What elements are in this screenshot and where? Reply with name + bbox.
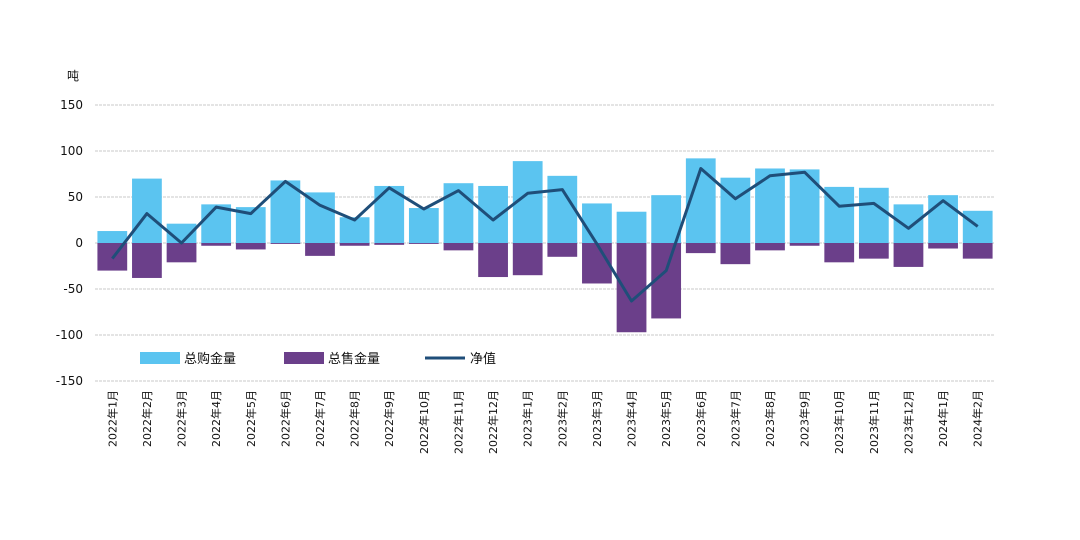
legend-swatch-sell bbox=[284, 352, 324, 364]
legend-label-buy: 总购金量 bbox=[184, 351, 236, 367]
bar-buy bbox=[858, 187, 889, 243]
x-tick-label: 2023年9月 bbox=[798, 390, 812, 447]
x-tick-label: 2022年10月 bbox=[417, 390, 431, 454]
x-tick-label: 2022年6月 bbox=[278, 390, 292, 447]
x-tick-label: 2022年12月 bbox=[486, 390, 500, 454]
bar-sell bbox=[685, 243, 716, 254]
x-tick-label: 2022年1月 bbox=[105, 390, 119, 447]
bar-sell bbox=[235, 243, 266, 250]
bar-buy bbox=[339, 217, 370, 243]
x-tick-label: 2022年7月 bbox=[313, 390, 327, 447]
bar-sell bbox=[443, 243, 474, 251]
net-line bbox=[111, 167, 979, 303]
bar-sell bbox=[720, 243, 751, 265]
y-tick-label: 50 bbox=[68, 190, 83, 204]
x-tick-label: 2022年5月 bbox=[244, 390, 258, 447]
x-tick-label: 2023年11月 bbox=[867, 390, 881, 454]
bar-sell bbox=[858, 243, 889, 259]
bar-sell bbox=[374, 243, 405, 245]
bar-sell bbox=[270, 243, 301, 244]
legend-label-sell: 总售金量 bbox=[328, 351, 380, 367]
y-tick-label: 150 bbox=[60, 98, 83, 112]
bar-buy bbox=[928, 195, 958, 243]
bar-buy bbox=[132, 178, 162, 243]
x-tick-label: 2022年11月 bbox=[451, 390, 465, 454]
y-unit-label: 吨 bbox=[67, 69, 79, 83]
legend-swatch-buy bbox=[140, 352, 180, 364]
x-tick-label: 2023年1月 bbox=[521, 390, 535, 447]
bar-sell bbox=[582, 243, 612, 284]
x-tick-label: 2023年5月 bbox=[659, 390, 673, 447]
bar-sell bbox=[305, 243, 335, 256]
bar-sell bbox=[201, 243, 232, 246]
bar-sell bbox=[616, 243, 647, 333]
bar-buy bbox=[201, 204, 232, 243]
y-tick-label: 100 bbox=[60, 144, 83, 158]
y-tick-label: 0 bbox=[75, 236, 83, 250]
x-tick-label: 2022年2月 bbox=[140, 390, 154, 447]
x-tick-label: 2022年8月 bbox=[348, 390, 362, 447]
x-tick-label: 2023年12月 bbox=[901, 390, 915, 454]
bar-buy bbox=[547, 175, 578, 243]
bar-sell bbox=[928, 243, 958, 249]
bar-sell bbox=[478, 243, 508, 278]
bar-sell bbox=[893, 243, 924, 267]
bar-buy bbox=[962, 210, 993, 243]
y-tick-label: -100 bbox=[56, 328, 83, 342]
bar-buy bbox=[616, 211, 647, 243]
x-tick-label: 2022年4月 bbox=[209, 390, 223, 447]
x-tick-label: 2023年8月 bbox=[763, 390, 777, 447]
bar-sell bbox=[408, 243, 439, 244]
legend-label-net: 净值 bbox=[470, 351, 496, 367]
bar-sell bbox=[512, 243, 543, 276]
x-tick-label: 2023年7月 bbox=[728, 390, 742, 447]
bar-sell bbox=[547, 243, 578, 257]
x-tick-label: 2023年6月 bbox=[694, 390, 708, 447]
bar-buy bbox=[305, 192, 335, 243]
bar-sell bbox=[962, 243, 993, 259]
bar-buy bbox=[443, 183, 474, 243]
bar-sell bbox=[339, 243, 370, 246]
x-tick-label: 2022年3月 bbox=[175, 390, 189, 447]
bar-buy bbox=[755, 168, 785, 243]
x-tick-label: 2024年2月 bbox=[971, 390, 985, 447]
x-tick-label: 2023年2月 bbox=[555, 390, 569, 447]
bar-sell bbox=[789, 243, 820, 246]
y-tick-label: -50 bbox=[63, 282, 83, 296]
y-tick-label: -150 bbox=[56, 374, 83, 388]
bar-sell bbox=[132, 243, 162, 278]
bar-buy bbox=[478, 185, 508, 243]
bar-buy bbox=[97, 231, 128, 243]
x-tick-label: 2023年10月 bbox=[832, 390, 846, 454]
bar-sell bbox=[755, 243, 785, 251]
x-tick-label: 2023年4月 bbox=[625, 390, 639, 447]
x-tick-label: 2022年9月 bbox=[382, 390, 396, 447]
bar-sell bbox=[166, 243, 197, 263]
x-tick-label: 2024年1月 bbox=[936, 390, 950, 447]
bar-sell bbox=[824, 243, 855, 263]
bar-buy bbox=[408, 208, 439, 243]
x-tick-label: 2023年3月 bbox=[590, 390, 604, 447]
bar-buy bbox=[893, 204, 924, 243]
bar-buy bbox=[582, 203, 612, 243]
bar-buy bbox=[720, 177, 751, 243]
bar-buy bbox=[651, 195, 682, 243]
